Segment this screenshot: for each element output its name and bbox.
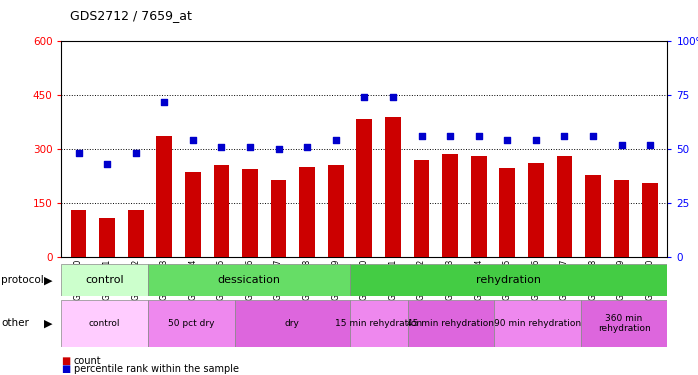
Bar bbox=[299, 167, 315, 257]
Bar bbox=[61, 264, 148, 296]
Bar bbox=[585, 175, 601, 257]
Bar bbox=[148, 264, 350, 296]
Point bbox=[130, 150, 141, 156]
Point bbox=[416, 133, 427, 139]
Bar bbox=[70, 210, 87, 257]
Bar bbox=[328, 165, 343, 257]
Bar bbox=[185, 172, 201, 257]
Point bbox=[244, 144, 255, 150]
Bar bbox=[242, 169, 258, 257]
Bar bbox=[443, 154, 458, 257]
Bar bbox=[350, 264, 667, 296]
Point bbox=[530, 138, 542, 144]
Point bbox=[473, 133, 484, 139]
Text: rehydration: rehydration bbox=[476, 275, 541, 285]
Text: dessication: dessication bbox=[218, 275, 281, 285]
Text: 90 min rehydration: 90 min rehydration bbox=[494, 319, 581, 328]
Text: percentile rank within the sample: percentile rank within the sample bbox=[74, 364, 239, 374]
Bar bbox=[499, 168, 515, 257]
Bar bbox=[156, 136, 172, 257]
Text: ▶: ▶ bbox=[44, 318, 52, 328]
Text: ■: ■ bbox=[61, 356, 70, 366]
Bar bbox=[414, 160, 429, 257]
Text: other: other bbox=[1, 318, 29, 328]
Point bbox=[273, 146, 284, 152]
Bar bbox=[128, 210, 144, 257]
Point bbox=[158, 99, 170, 105]
Point bbox=[359, 94, 370, 100]
Bar bbox=[528, 163, 544, 257]
Text: control: control bbox=[85, 275, 124, 285]
Bar bbox=[471, 156, 487, 257]
Bar bbox=[214, 165, 230, 257]
Bar bbox=[271, 180, 286, 257]
Point bbox=[559, 133, 570, 139]
Point bbox=[616, 142, 627, 148]
Bar bbox=[235, 300, 350, 347]
Text: ▶: ▶ bbox=[44, 275, 52, 285]
Bar bbox=[61, 300, 148, 347]
Point bbox=[102, 161, 113, 167]
Point bbox=[502, 138, 513, 144]
Text: 15 min rehydration: 15 min rehydration bbox=[335, 319, 422, 328]
Point bbox=[73, 150, 84, 156]
Bar bbox=[99, 218, 115, 257]
Bar bbox=[556, 156, 572, 257]
Bar bbox=[350, 300, 408, 347]
Point bbox=[216, 144, 227, 150]
Point bbox=[330, 138, 341, 144]
Point bbox=[588, 133, 599, 139]
Text: 50 pct dry: 50 pct dry bbox=[168, 319, 214, 328]
Bar bbox=[148, 300, 235, 347]
Bar bbox=[581, 300, 667, 347]
Bar bbox=[642, 183, 658, 257]
Bar bbox=[614, 180, 630, 257]
Point bbox=[644, 142, 655, 148]
Bar bbox=[385, 117, 401, 257]
Point bbox=[445, 133, 456, 139]
Point bbox=[387, 94, 399, 100]
Text: protocol: protocol bbox=[1, 275, 44, 285]
Text: dry: dry bbox=[285, 319, 299, 328]
Text: control: control bbox=[89, 319, 121, 328]
Point bbox=[302, 144, 313, 150]
Text: count: count bbox=[74, 356, 102, 366]
Text: GDS2712 / 7659_at: GDS2712 / 7659_at bbox=[70, 9, 192, 22]
Bar bbox=[494, 300, 581, 347]
Bar bbox=[357, 118, 372, 257]
Bar bbox=[408, 300, 494, 347]
Text: ■: ■ bbox=[61, 364, 70, 374]
Point bbox=[187, 138, 198, 144]
Text: 360 min
rehydration: 360 min rehydration bbox=[597, 314, 651, 333]
Text: 45 min rehydration: 45 min rehydration bbox=[408, 319, 494, 328]
